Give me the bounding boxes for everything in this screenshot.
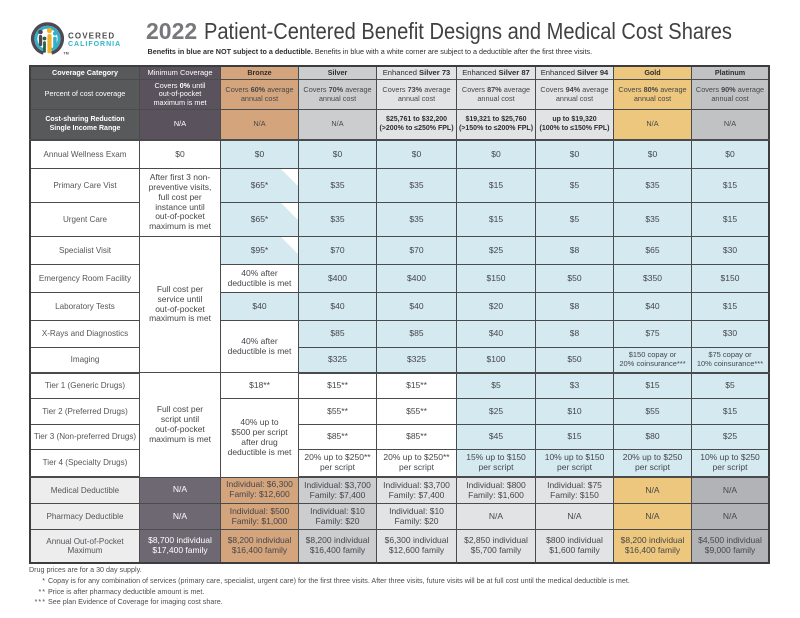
svg-text:CALIFORNIA: CALIFORNIA (68, 41, 121, 48)
svg-text:COVERED: COVERED (68, 31, 115, 40)
svg-text:TM: TM (64, 52, 69, 56)
